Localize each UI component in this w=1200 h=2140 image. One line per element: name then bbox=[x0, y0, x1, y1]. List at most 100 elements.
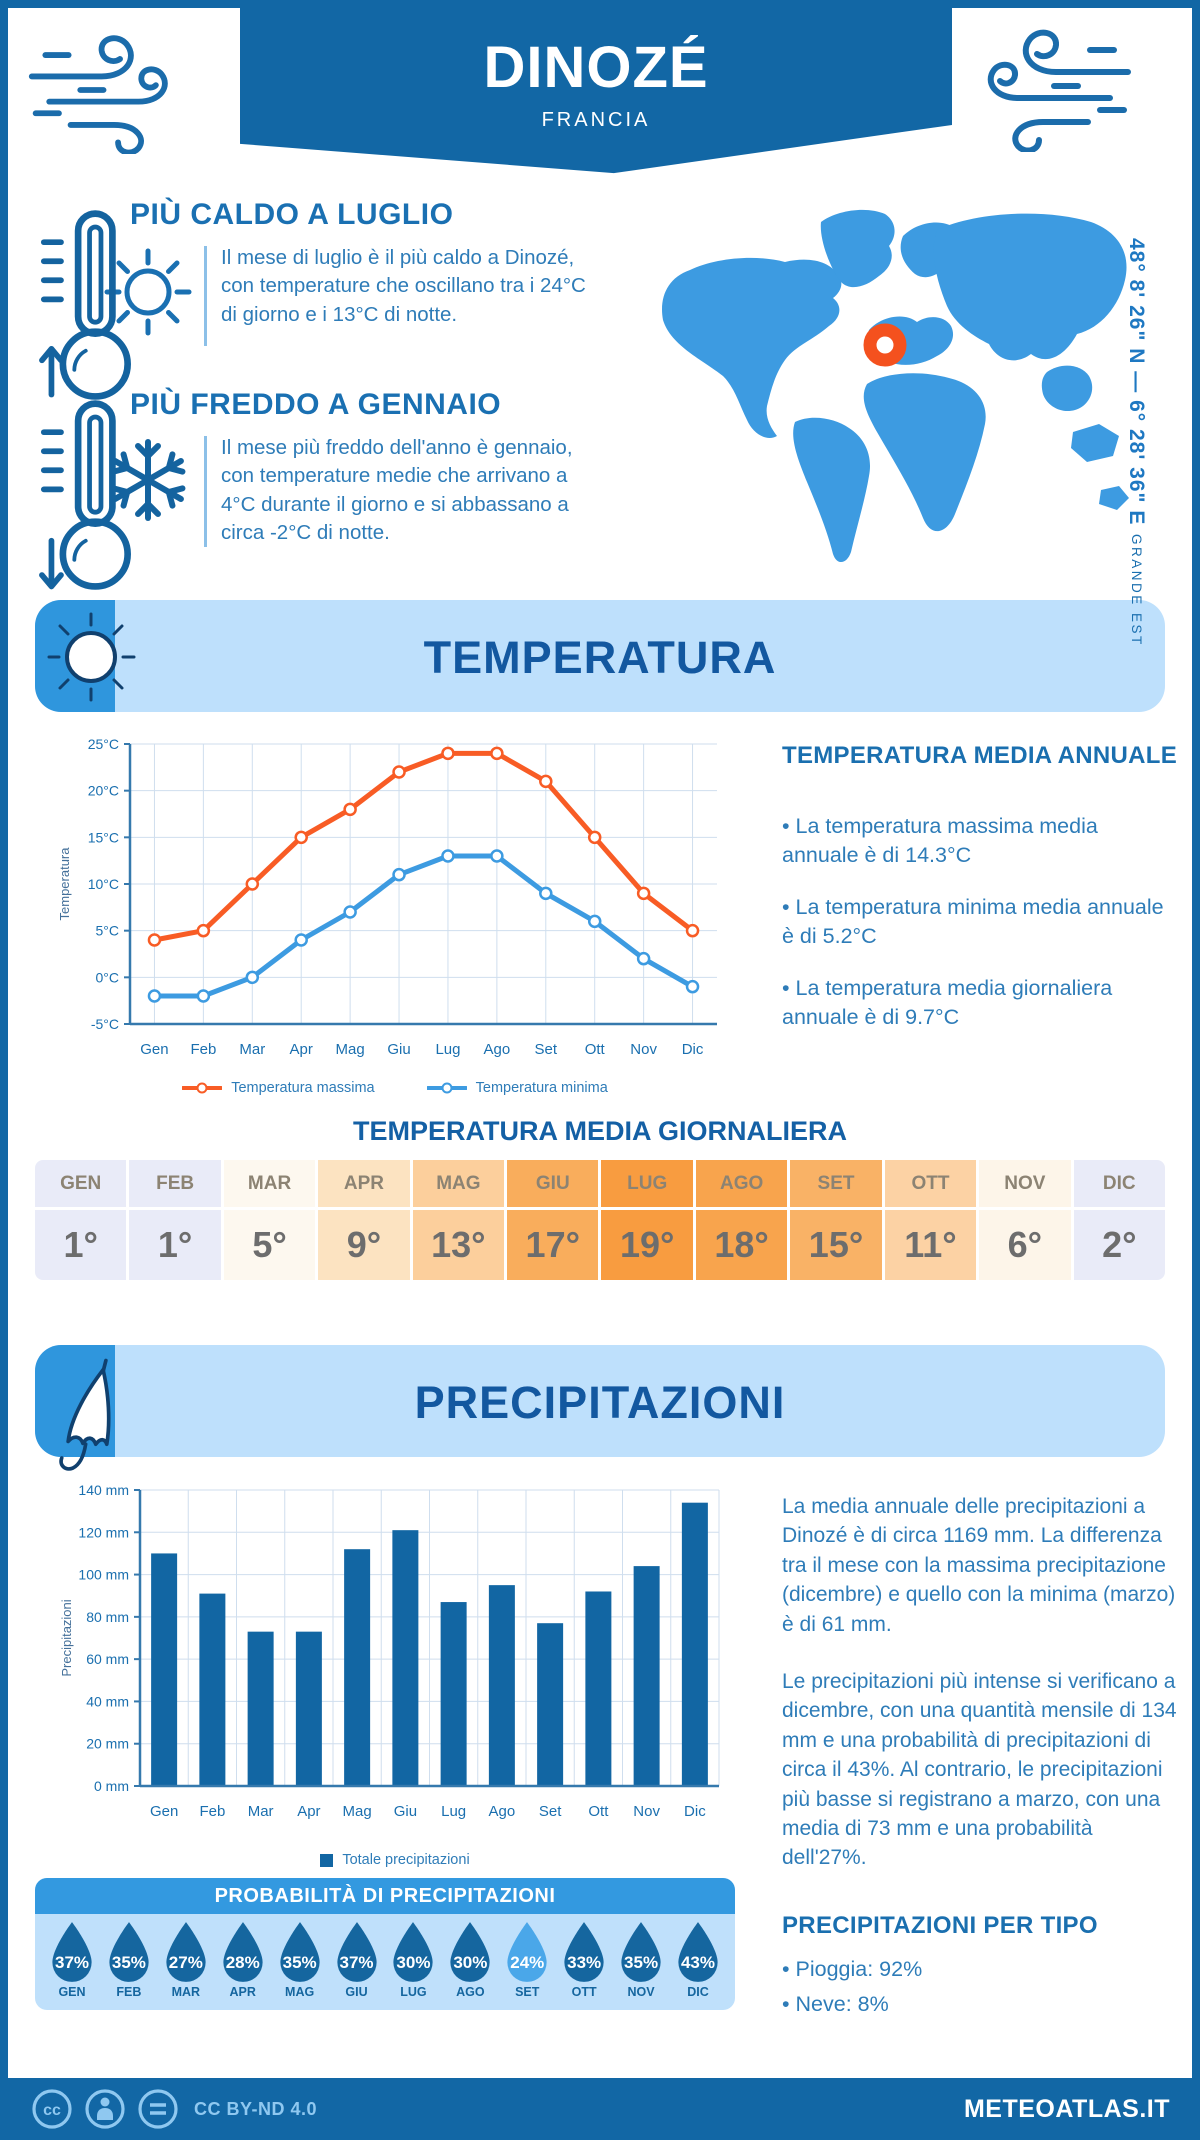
probability-value: 24% bbox=[510, 1953, 545, 1972]
license-text: CC BY-ND 4.0 bbox=[194, 2098, 318, 2119]
license-icons: cc bbox=[30, 2087, 180, 2131]
daily-table-month-header: SET bbox=[790, 1160, 882, 1207]
svg-text:cc: cc bbox=[43, 2102, 61, 2119]
probability-drop: 37% GEN bbox=[45, 1920, 99, 1999]
umbrella-icon bbox=[47, 1355, 139, 1471]
sun-icon bbox=[47, 610, 139, 702]
probability-month-label: DIC bbox=[687, 1985, 709, 1999]
probability-value: 27% bbox=[168, 1953, 203, 1972]
page-title: DINOZÉ bbox=[483, 35, 709, 100]
svg-text:25°C: 25°C bbox=[88, 736, 119, 752]
daily-table-month-header: DIC bbox=[1073, 1160, 1165, 1207]
daily-table-value-cell: 1° bbox=[35, 1210, 127, 1280]
probability-drop: 37% GIU bbox=[330, 1920, 384, 1999]
daily-table-value-cell: 19° bbox=[601, 1210, 693, 1280]
svg-text:Set: Set bbox=[535, 1041, 558, 1058]
probability-panel-title: PROBABILITÀ DI PRECIPITAZIONI bbox=[35, 1878, 735, 1914]
page-subtitle: FRANCIA bbox=[541, 109, 651, 131]
svg-text:15°C: 15°C bbox=[88, 829, 119, 845]
precipitation-by-type-title: PRECIPITAZIONI PER TIPO bbox=[782, 1912, 1098, 1939]
hottest-month-text: Il mese di luglio è il più caldo a Dinoz… bbox=[221, 246, 586, 326]
by-type-bullet: • Neve: 8% bbox=[782, 1992, 889, 2017]
probability-month-label: SET bbox=[515, 1985, 540, 1999]
location-marker bbox=[863, 323, 907, 367]
svg-text:Set: Set bbox=[539, 1803, 562, 1820]
header-banner: DINOZÉ FRANCIA bbox=[240, 8, 952, 174]
probability-value: 30% bbox=[453, 1953, 488, 1972]
probability-drop: 30% AGO bbox=[443, 1920, 497, 1999]
daily-table-value-cell: 9° bbox=[318, 1210, 410, 1280]
annual-temperature-title: TEMPERATURA MEDIA ANNUALE bbox=[782, 742, 1178, 769]
svg-text:Dic: Dic bbox=[684, 1803, 706, 1820]
coldest-month-title: PIÙ FREDDO A GENNAIO bbox=[130, 388, 502, 421]
daily-table-month-header: MAG bbox=[412, 1160, 505, 1207]
svg-text:10°C: 10°C bbox=[88, 876, 119, 892]
probability-value: 35% bbox=[111, 1953, 146, 1972]
svg-text:Ott: Ott bbox=[585, 1041, 606, 1058]
svg-text:Giu: Giu bbox=[387, 1041, 410, 1058]
svg-text:Feb: Feb bbox=[199, 1803, 225, 1820]
svg-text:20°C: 20°C bbox=[88, 783, 119, 799]
daily-table-value-cell: 1° bbox=[129, 1210, 221, 1280]
svg-text:Gen: Gen bbox=[140, 1041, 168, 1058]
probability-month-label: APR bbox=[229, 1985, 256, 1999]
probability-drop: 24% SET bbox=[500, 1920, 554, 1999]
probability-value: 37% bbox=[54, 1953, 90, 1972]
svg-text:40 mm: 40 mm bbox=[86, 1693, 129, 1709]
region-text: GRANDE EST bbox=[1129, 533, 1144, 647]
probability-value: 28% bbox=[225, 1953, 260, 1972]
cc-nd-icon bbox=[138, 2089, 178, 2129]
svg-text:Apr: Apr bbox=[290, 1041, 313, 1058]
probability-value: 35% bbox=[624, 1953, 659, 1972]
daily-table-title: TEMPERATURA MEDIA GIORNALIERA bbox=[353, 1116, 847, 1146]
daily-table-month-header: MAR bbox=[223, 1160, 316, 1207]
probability-month-label: MAR bbox=[171, 1985, 201, 1999]
daily-table-value-cell: 13° bbox=[412, 1210, 505, 1280]
svg-text:Mar: Mar bbox=[239, 1041, 265, 1058]
probability-month-label: OTT bbox=[571, 1985, 597, 1999]
svg-text:Mag: Mag bbox=[336, 1041, 365, 1058]
probability-month-label: MAG bbox=[285, 1985, 315, 1999]
svg-text:0°C: 0°C bbox=[96, 969, 120, 985]
probability-month-label: FEB bbox=[116, 1985, 142, 1999]
thermometer-down-icon bbox=[38, 396, 143, 596]
hottest-month-block: PIÙ CALDO A LUGLIO Il mese di luglio è i… bbox=[38, 198, 698, 400]
cc-by-person-icon bbox=[85, 2089, 125, 2129]
probability-value: 30% bbox=[396, 1953, 431, 1972]
coldest-month-block: PIÙ FREDDO A GENNAIO Il mese più freddo … bbox=[38, 388, 698, 590]
daily-table-month-header: LUG bbox=[601, 1160, 693, 1207]
svg-text:0 mm: 0 mm bbox=[94, 1778, 129, 1794]
svg-text:Temperatura: Temperatura bbox=[57, 847, 72, 921]
daily-table-month-header: APR bbox=[318, 1160, 410, 1207]
probability-month-label: NOV bbox=[627, 1985, 655, 1999]
precipitation-chart-legend: Totale precipitazioni bbox=[55, 1852, 735, 1868]
page-border-right bbox=[1192, 0, 1200, 2140]
precipitation-probability-panel: PROBABILITÀ DI PRECIPITAZIONI 37% GEN 35% F… bbox=[35, 1878, 735, 2010]
wind-icon bbox=[968, 20, 1138, 154]
daily-table-value-cell: 5° bbox=[223, 1210, 316, 1280]
svg-text:Nov: Nov bbox=[630, 1041, 657, 1058]
divider bbox=[204, 246, 207, 346]
annual-temperature-block: TEMPERATURA MEDIA ANNUALE • La temperatu… bbox=[782, 742, 1180, 1055]
temperature-chart-legend: Temperatura massima Temperatura minima bbox=[55, 1080, 735, 1096]
annual-bullet: • La temperatura minima media annuale è … bbox=[782, 895, 1164, 949]
precipitation-text-block: La media annuale delle precipitazioni a … bbox=[782, 1492, 1180, 1901]
precipitation-section-title: PRECIPITAZIONI bbox=[414, 1377, 786, 1428]
legend-item: Totale precipitazioni bbox=[320, 1852, 470, 1868]
svg-text:Giu: Giu bbox=[394, 1803, 417, 1820]
page-border-top bbox=[0, 0, 1200, 8]
precipitation-bar-chart: 0 mm 20 mm 40 mm 60 mm 80 mm 100 mm 120 mm 140 … bbox=[55, 1468, 735, 1843]
legend-item: Temperatura massima bbox=[182, 1080, 375, 1096]
coordinates-sidebar: 48° 8' 26" N — 6° 28' 36" E GRANDE EST bbox=[1124, 238, 1148, 798]
thermometer-up-icon bbox=[38, 206, 143, 406]
svg-text:Lug: Lug bbox=[441, 1803, 466, 1820]
cc-icon: cc bbox=[32, 2089, 72, 2129]
temperature-line-chart: Gen Feb Mar Apr Mag Giu Lug Ago Set Ott Nov Dic -5°C… bbox=[55, 728, 735, 1068]
page-border-left bbox=[0, 0, 8, 2140]
world-map bbox=[645, 170, 1135, 565]
daily-table-month-header: GEN bbox=[35, 1160, 127, 1207]
probability-drop: 30% LUG bbox=[386, 1920, 440, 1999]
daily-table-month-header: OTT bbox=[884, 1160, 977, 1207]
coldest-month-text: Il mese più freddo dell'anno è gennaio, … bbox=[221, 436, 573, 544]
